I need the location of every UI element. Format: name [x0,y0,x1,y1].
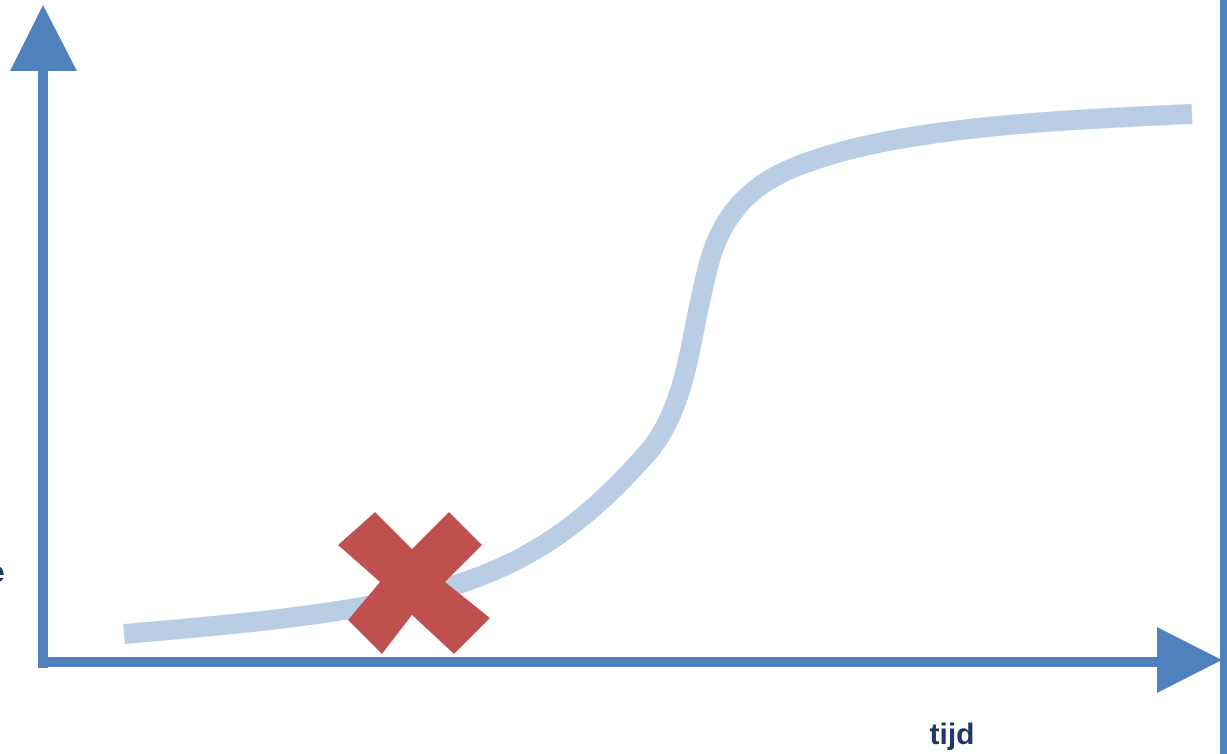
arrow-right-icon [1157,627,1222,693]
arrow-up-icon [10,5,77,71]
x-axis-label: tijd [930,718,975,751]
frame-right-edge [1220,0,1227,754]
growth-curve [123,104,1193,644]
y-axis-label-fragment: e [0,556,5,589]
cross-icon [338,512,490,654]
